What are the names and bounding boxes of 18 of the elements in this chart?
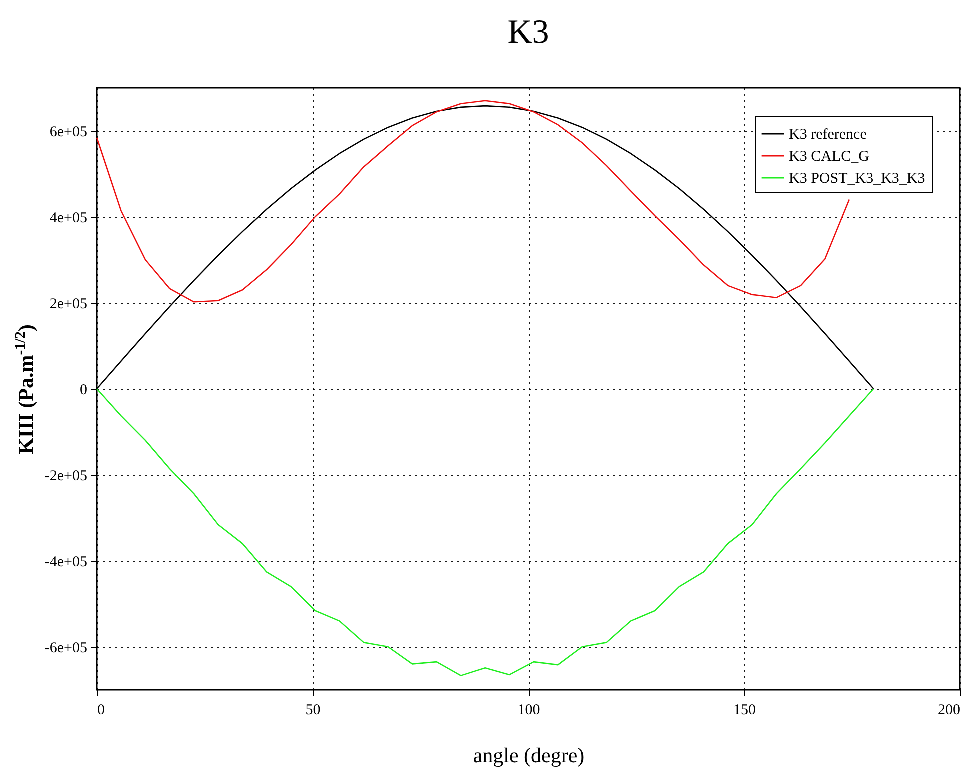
x-tick-label: 50 <box>306 702 321 718</box>
chart-title: K3 <box>508 14 550 51</box>
line-series <box>96 388 874 676</box>
y-tick-label: -2e+05 <box>44 468 88 484</box>
legend-label: K3 CALC_G <box>789 149 870 165</box>
x-tick-label: 0 <box>98 702 105 718</box>
x-axis-title: angle (degre) <box>473 744 585 768</box>
y-tick-label: -6e+05 <box>44 640 88 656</box>
y-tick-label: 2e+05 <box>50 296 88 312</box>
x-tick-label: 100 <box>518 702 540 718</box>
x-tick-label: 200 <box>938 702 960 718</box>
y-tick-label: 6e+05 <box>50 124 88 140</box>
y-tick-label: 4e+05 <box>50 210 88 226</box>
legend-label: K3 POST_K3_K3_K3 <box>789 171 926 187</box>
x-tick-label: 150 <box>734 702 756 718</box>
y-tick-label: 0 <box>80 382 88 398</box>
legend-label: K3 reference <box>789 127 868 143</box>
y-tick-label: -4e+05 <box>44 554 88 570</box>
